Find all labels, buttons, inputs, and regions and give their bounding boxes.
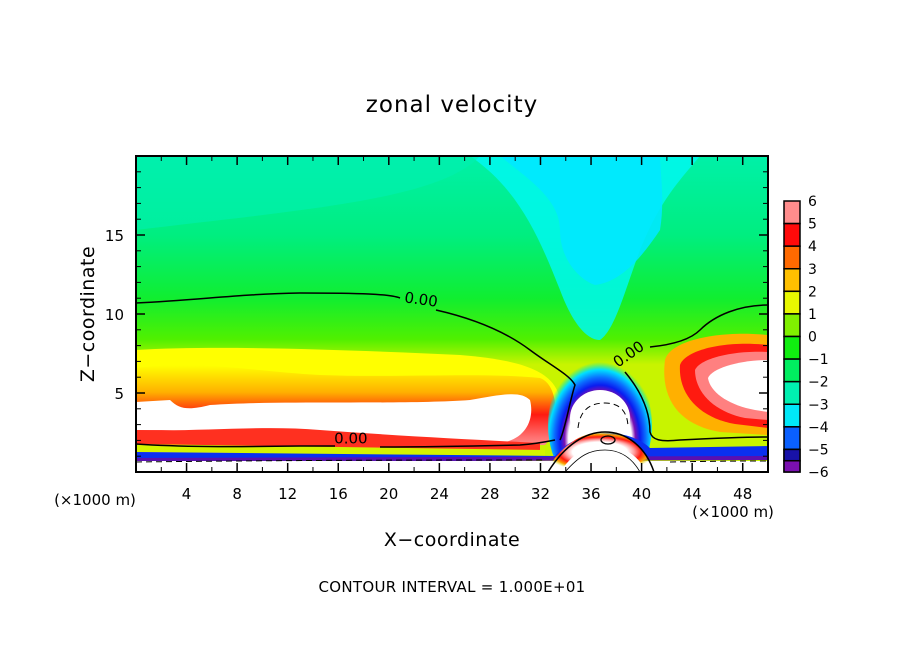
- x-axis-tick-labels: 4 8 12 16 20 24 28 32 36 40 44 48: [182, 485, 752, 503]
- contour-zero-right-b: [624, 371, 768, 442]
- colorbar-bin: [783, 290, 801, 315]
- x-tick-label: 28: [480, 485, 499, 503]
- contour-zero-upper-left-b: [435, 309, 576, 441]
- contour-zero-lower: [136, 443, 335, 448]
- colorbar-tick-label: −5: [808, 442, 829, 458]
- x-unit-label: (×1000 m): [692, 503, 774, 521]
- colorbar-tick-label: 5: [808, 217, 817, 233]
- z-unit-label: (×1000 m): [54, 491, 136, 509]
- contour-arch-inner: [564, 449, 641, 472]
- colorbar-bin: [783, 403, 801, 428]
- contour-zero-lower-b: [379, 439, 556, 448]
- x-tick-label: 32: [531, 485, 550, 503]
- colorbar: [783, 200, 801, 473]
- y-tick-label: 15: [105, 227, 124, 245]
- chart-title: zonal velocity: [366, 92, 538, 118]
- colorbar-bin: [783, 335, 801, 360]
- x-tick-label: 12: [278, 485, 297, 503]
- x-tick-label: 48: [733, 485, 752, 503]
- colorbar-bin: [783, 200, 801, 225]
- contour-label: 0.00: [403, 288, 439, 310]
- colorbar-bin: [783, 426, 801, 451]
- x-tick-label: 36: [581, 485, 600, 503]
- field-arch-core: [560, 445, 645, 472]
- field-upper-left: [136, 156, 480, 230]
- field-jet-right-core: [708, 360, 768, 412]
- contour-label: 0.00: [334, 430, 367, 448]
- y-axis-ticks: [136, 171, 768, 457]
- y-tick-label: 5: [114, 385, 124, 403]
- x-tick-label: 40: [632, 485, 651, 503]
- contour-obstacle-dashed: [577, 402, 629, 429]
- field-obstacle-core: [570, 390, 630, 446]
- field-cyan-core: [500, 156, 663, 285]
- x-tick-label: 16: [329, 485, 348, 503]
- field-surface-layer: [136, 461, 768, 472]
- colorbar-tick-label: −4: [808, 420, 829, 436]
- colorbar-bin: [783, 358, 801, 383]
- colorbar-bin: [783, 380, 801, 405]
- y-tick-label: 10: [105, 306, 124, 324]
- contour-surface-dashed: [136, 459, 546, 463]
- contour-small-loop: [600, 435, 616, 445]
- colorbar-tick-label: 1: [808, 307, 817, 323]
- y-axis-label: Z−coordinate: [77, 246, 99, 382]
- y-axis-tick-labels: 5 10 15: [105, 227, 124, 403]
- x-tick-label: 20: [379, 485, 398, 503]
- contour-zero-right: [649, 304, 768, 348]
- colorbar-tick-label: −6: [808, 465, 829, 481]
- colorbar-tick-label: −2: [808, 375, 829, 391]
- colorbar-labels: 6 5 4 3 2 1 0 −1 −2 −3 −4 −5 −6: [808, 194, 829, 481]
- colorbar-bin-low: [783, 448, 801, 462]
- x-tick-label: 8: [232, 485, 242, 503]
- colorbar-bin: [783, 313, 801, 338]
- contour-zero-upper-left: [136, 292, 401, 304]
- colorbar-tick-label: 3: [808, 262, 817, 278]
- x-axis-label: X−coordinate: [384, 529, 520, 551]
- colorbar-tick-label: −3: [808, 397, 829, 413]
- x-tick-label: 24: [430, 485, 449, 503]
- colorbar-bin-min: [783, 459, 801, 473]
- plot-field: [136, 156, 768, 472]
- colorbar-tick-label: −1: [808, 352, 829, 368]
- colorbar-tick-label: 6: [808, 194, 817, 210]
- x-tick-label: 44: [683, 485, 702, 503]
- colorbar-bin: [783, 222, 801, 247]
- contour-arch: [547, 431, 655, 472]
- colorbar-tick-label: 0: [808, 330, 817, 346]
- contour-surface-dashed-right: [669, 460, 768, 463]
- colorbar-tick-label: 4: [808, 239, 817, 255]
- x-axis-ticks: [160, 156, 769, 472]
- x-tick-label: 4: [182, 485, 192, 503]
- colorbar-tick-label: 2: [808, 284, 817, 300]
- contour-interval-label: CONTOUR INTERVAL = 1.000E+01: [318, 578, 585, 596]
- colorbar-bin: [783, 245, 801, 270]
- colorbar-bin: [783, 268, 801, 293]
